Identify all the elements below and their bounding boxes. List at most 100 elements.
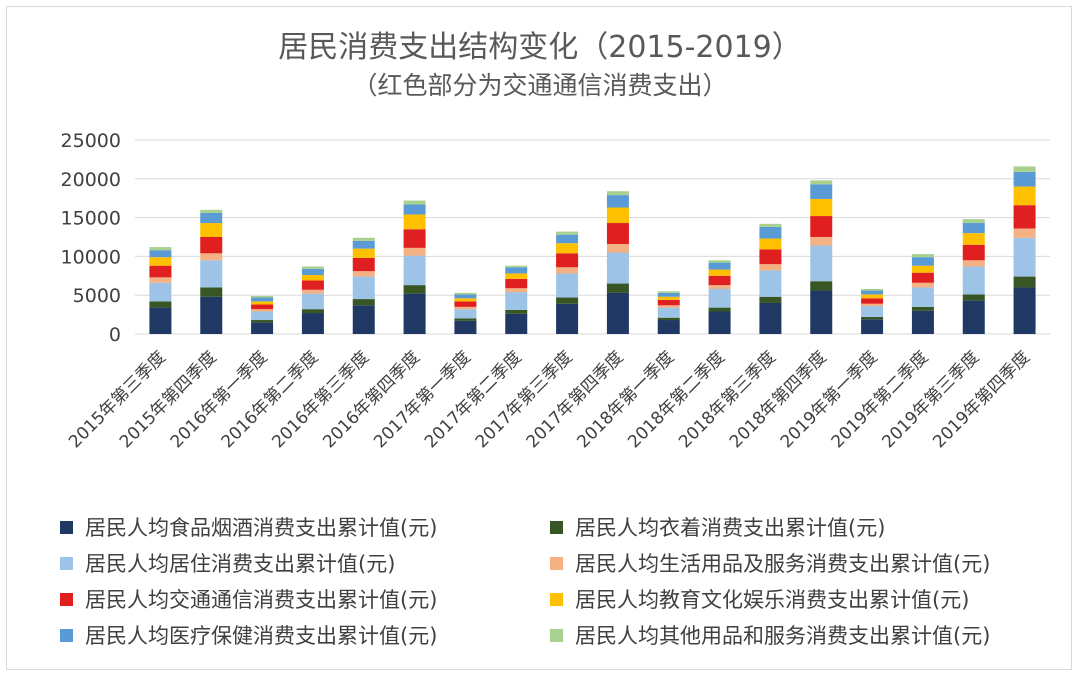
bar-segment bbox=[352, 271, 375, 277]
bar-segment bbox=[251, 295, 274, 298]
bar-segment bbox=[911, 254, 934, 258]
bar-segment bbox=[708, 285, 731, 289]
bar-segment bbox=[1013, 287, 1036, 334]
bar-segment bbox=[861, 306, 884, 317]
bar-segment bbox=[810, 184, 833, 199]
bar-segment bbox=[403, 293, 426, 334]
legend-swatch bbox=[550, 556, 563, 570]
legend-item: 居民人均交通通信消费支出累计值(元) bbox=[60, 584, 437, 614]
bar-segment bbox=[1013, 171, 1036, 187]
bar-segment bbox=[149, 257, 172, 266]
bar-segment bbox=[505, 309, 528, 314]
bar-segment bbox=[200, 253, 223, 261]
bar-segment bbox=[911, 257, 934, 266]
chart-frame bbox=[6, 6, 1072, 670]
legend-item: 居民人均生活用品及服务消费支出累计值(元) bbox=[550, 548, 990, 578]
bar-segment bbox=[861, 290, 884, 295]
bar-segment bbox=[708, 260, 731, 263]
bar-segment bbox=[861, 316, 884, 320]
bar-segment bbox=[556, 303, 579, 334]
legend-swatch bbox=[60, 556, 73, 570]
bar-segment bbox=[352, 305, 375, 334]
bar-segment bbox=[657, 320, 680, 334]
bar-segment bbox=[708, 311, 731, 334]
bar-segment bbox=[352, 257, 375, 272]
bar-segment bbox=[911, 310, 934, 334]
bar-segment bbox=[556, 231, 579, 235]
bar-segment bbox=[454, 318, 477, 321]
bar-segment bbox=[606, 195, 629, 208]
legend-item: 居民人均食品烟酒消费支出累计值(元) bbox=[60, 512, 437, 542]
bar-segment bbox=[1013, 205, 1036, 229]
bar-segment bbox=[200, 237, 223, 254]
bar-segment bbox=[200, 209, 223, 213]
bar-segment bbox=[911, 287, 934, 307]
bar-segment bbox=[657, 317, 680, 321]
bar-segment bbox=[759, 296, 782, 303]
bar-segment bbox=[759, 226, 782, 239]
bar-segment bbox=[861, 298, 884, 304]
bar-segment bbox=[810, 290, 833, 334]
legend-label: 居民人均食品烟酒消费支出累计值(元) bbox=[85, 516, 438, 540]
bar-segment bbox=[149, 247, 172, 251]
bar-segment bbox=[962, 219, 985, 224]
y-tick-label: 5000 bbox=[73, 285, 121, 307]
bar-segment bbox=[810, 216, 833, 237]
bar-segment bbox=[149, 277, 172, 283]
y-tick-label: 0 bbox=[109, 324, 121, 346]
bar-segment bbox=[200, 223, 223, 237]
bar-segment bbox=[454, 294, 477, 299]
bar-segment bbox=[861, 288, 884, 291]
bar-segment bbox=[301, 266, 324, 269]
bar-segment bbox=[556, 234, 579, 244]
bar-segment bbox=[505, 278, 528, 289]
bar-segment bbox=[505, 265, 528, 268]
legend-label: 居民人均医疗保健消费支出累计值(元) bbox=[85, 624, 438, 648]
bar-segment bbox=[962, 294, 985, 301]
bar-segment bbox=[708, 269, 731, 276]
legend-swatch bbox=[550, 628, 563, 642]
bar-segment bbox=[657, 299, 680, 306]
chart-subtitle: （红色部分为交通通信消费支出） bbox=[352, 71, 728, 100]
bar-segment bbox=[454, 292, 477, 295]
bar-segment bbox=[454, 301, 477, 307]
legend-label: 居民人均交通通信消费支出累计值(元) bbox=[85, 588, 438, 612]
bar-segment bbox=[352, 237, 375, 241]
legend-swatch bbox=[60, 592, 73, 606]
bar-segment bbox=[759, 264, 782, 271]
bar-segment bbox=[606, 223, 629, 244]
bar-segment bbox=[403, 200, 426, 205]
bar-segment bbox=[606, 191, 629, 196]
bar-segment bbox=[301, 313, 324, 334]
legend-item: 居民人均医疗保健消费支出累计值(元) bbox=[60, 620, 437, 650]
bar-segment bbox=[810, 245, 833, 282]
bar-segment bbox=[606, 283, 629, 293]
legend-item: 居民人均其他用品和服务消费支出累计值(元) bbox=[550, 620, 990, 650]
bar-segment bbox=[1013, 186, 1036, 206]
bar-segment bbox=[810, 198, 833, 217]
bar-segment bbox=[301, 293, 324, 310]
legend-swatch bbox=[550, 520, 563, 534]
bar-segment bbox=[606, 292, 629, 334]
bar-segment bbox=[708, 262, 731, 270]
bar-segment bbox=[556, 253, 579, 268]
bar-segment bbox=[911, 272, 934, 283]
legend-label: 居民人均衣着消费支出累计值(元) bbox=[575, 516, 886, 540]
bar-segment bbox=[708, 307, 731, 312]
bar-segment bbox=[556, 273, 579, 298]
bar-segment bbox=[149, 301, 172, 308]
bar-segment bbox=[759, 302, 782, 334]
bar-segment bbox=[149, 282, 172, 302]
bar-segment bbox=[149, 307, 172, 334]
bar-segment bbox=[251, 320, 274, 323]
bar-segment bbox=[251, 297, 274, 302]
bar-segment bbox=[200, 212, 223, 224]
bar-segment bbox=[556, 267, 579, 274]
bar-segment bbox=[352, 240, 375, 249]
bar-segment bbox=[301, 289, 324, 294]
bar-segment bbox=[962, 260, 985, 267]
bar-segment bbox=[149, 265, 172, 278]
bar-segment bbox=[759, 270, 782, 297]
bar-segment bbox=[403, 285, 426, 294]
